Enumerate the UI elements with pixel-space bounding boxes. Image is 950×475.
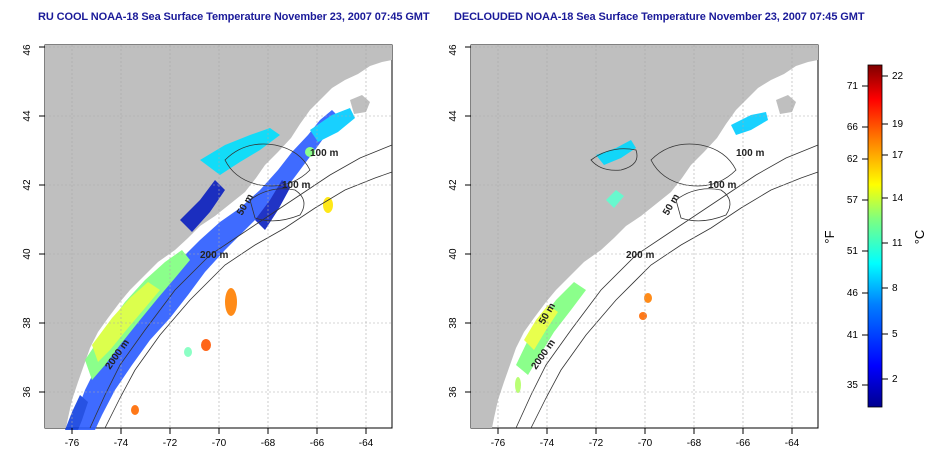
x-tick-label: -72 [589,438,604,449]
y-tick-label: 44 [22,110,33,122]
fahrenheit-tick: 57 [847,195,859,206]
x-tick-label: -76 [65,438,80,449]
x-tick-label: -64 [785,438,800,449]
right-panel-title: DECLOUDED NOAA-18 Sea Surface Temperatur… [454,11,865,23]
x-tick-label: -68 [687,438,702,449]
contour-label: 200 m [626,250,654,261]
bathymetry-contours [515,143,819,429]
land-mass [471,45,818,428]
fahrenheit-tick: 41 [847,330,859,341]
celsius-tick: 11 [892,238,903,249]
contour-label: 100 m [708,180,736,191]
y-tick-label: 38 [448,317,459,329]
x-tick-label: -66 [736,438,751,449]
grid-lines [471,45,818,428]
y-tick-label: 46 [22,44,33,56]
x-tick-label: -72 [163,438,178,449]
contour-label: 200 m [200,250,228,261]
x-tick-label: -68 [261,438,276,449]
fahrenheit-tick: 51 [847,246,859,257]
bathymetry-contours [89,143,393,429]
x-tick-label: -74 [540,438,555,449]
y-tick-label: 44 [448,110,459,122]
y-tick-label: 38 [22,317,33,329]
temperature-colorbar: 71 66 62 57 51 46 41 35 22 19 17 14 11 8… [822,55,947,430]
declouded-sst-map: 100 m 100 m 50 m 200 m 50 m 2000 m -76 -… [436,40,826,470]
raw-sst-map: 100 m 100 m 50 m 200 m 2000 m -76 -74 -7… [10,40,400,470]
x-tick-label: -70 [212,438,227,449]
fahrenheit-tick: 35 [847,380,859,391]
celsius-unit-label: °C [912,230,927,245]
x-tick-label: -76 [491,438,506,449]
colorbar-gradient [867,64,883,408]
land-mass [45,45,392,428]
x-tick-label: -64 [359,438,374,449]
contour-label: 100 m [736,148,764,159]
y-tick-label: 40 [22,248,33,260]
sst-declouded [515,112,768,393]
celsius-tick: 14 [892,193,904,204]
fahrenheit-tick: 62 [847,154,859,165]
celsius-tick: 22 [892,71,904,82]
fahrenheit-tick: 66 [847,122,859,133]
y-tick-label: 36 [448,386,459,398]
celsius-tick: 19 [892,119,904,130]
celsius-tick: 5 [892,329,898,340]
contour-label: 100 m [310,148,338,159]
fahrenheit-unit-label: °F [822,230,837,243]
y-tick-label: 36 [22,386,33,398]
fahrenheit-tick: 46 [847,288,859,299]
y-tick-label: 40 [448,248,459,260]
fahrenheit-tick: 71 [847,81,859,92]
x-tick-label: -66 [310,438,325,449]
y-tick-label: 46 [448,44,459,56]
x-tick-label: -70 [638,438,653,449]
x-tick-label: -74 [114,438,129,449]
celsius-tick: 17 [892,150,904,161]
y-tick-label: 42 [22,179,33,191]
contour-label: 100 m [282,180,310,191]
grid-lines [45,45,392,428]
y-tick-label: 42 [448,179,459,191]
left-panel-title: RU COOL NOAA-18 Sea Surface Temperature … [38,11,430,23]
celsius-tick: 8 [892,283,898,294]
celsius-tick: 2 [892,374,898,385]
